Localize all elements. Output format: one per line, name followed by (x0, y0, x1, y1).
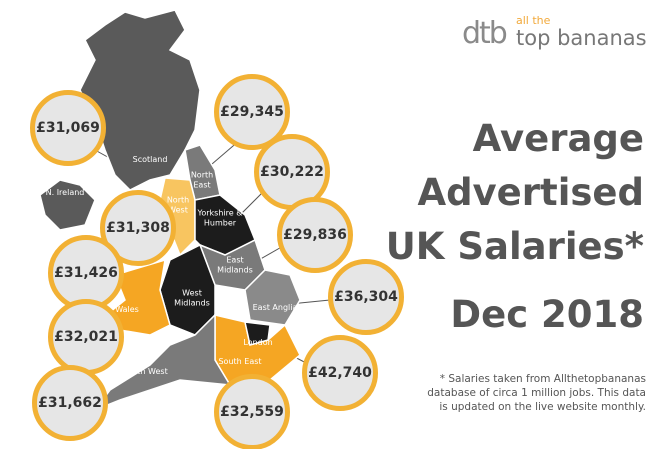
salary-bubble: £32,021 (48, 299, 124, 375)
title-line: Advertised (417, 171, 644, 214)
logo-text: top bananas (516, 26, 647, 50)
salary-bubble: £31,069 (30, 90, 106, 166)
salary-bubble: £29,836 (277, 197, 353, 273)
region-label: East Anglia (252, 303, 298, 313)
region-label: North East (190, 170, 214, 189)
region-label: South East (218, 357, 262, 367)
logo-mark: dtb (462, 16, 508, 51)
region-label: West Midlands (174, 288, 210, 307)
region-label: North West (166, 195, 190, 214)
region-south-west (92, 313, 232, 412)
title-line: UK Salaries* (385, 225, 644, 268)
region-n-ireland (39, 179, 96, 231)
region-london (244, 321, 271, 346)
date: Dec 2018 (450, 293, 644, 336)
region-label: South West (122, 367, 168, 377)
salary-bubble: £31,662 (32, 365, 108, 441)
region-label: Wales (115, 305, 139, 315)
salary-bubble: £36,304 (328, 259, 404, 335)
title: Average Advertised UK Salaries* (386, 112, 644, 274)
region-scotland (79, 9, 201, 191)
region-label: London (243, 338, 273, 348)
region-east-anglia (244, 269, 301, 326)
region-label: Yorkshire & Humber (197, 208, 243, 227)
region-label: Scotland (132, 155, 168, 165)
region-label: N. Ireland (45, 188, 85, 198)
salary-bubble: £32,559 (214, 374, 290, 449)
logo-text: all the (516, 14, 551, 27)
footnote: * Salaries taken from Allthetopbananas d… (427, 373, 646, 413)
title-line: Average (472, 117, 644, 160)
salary-bubble: £42,740 (302, 335, 378, 411)
region-label: East Midlands (217, 255, 253, 274)
